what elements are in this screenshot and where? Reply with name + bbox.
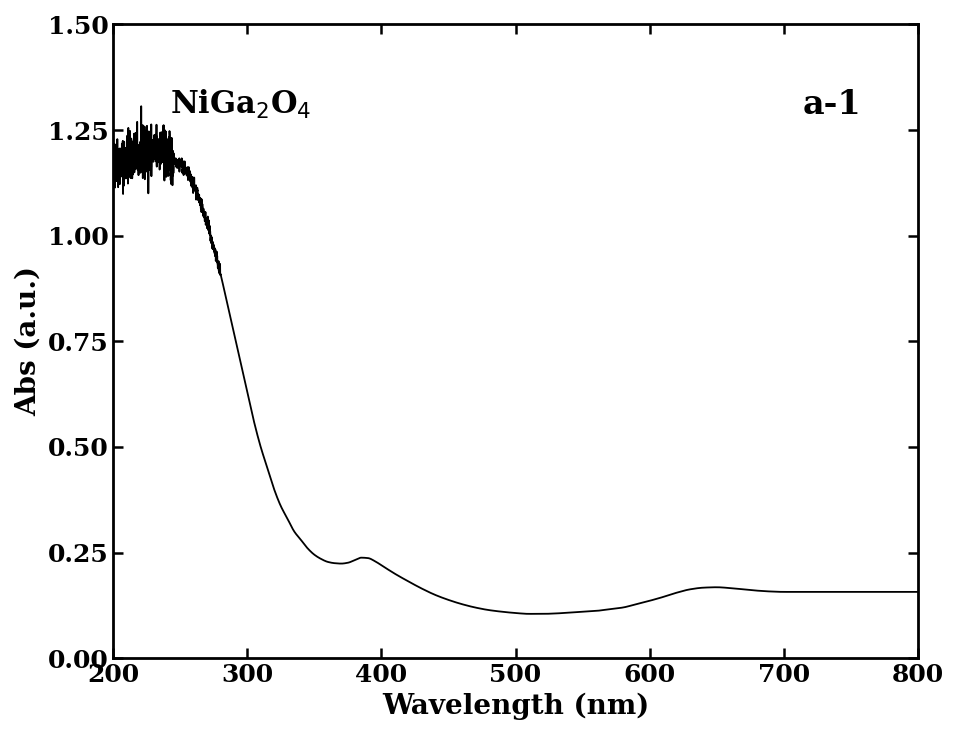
Text: a-1: a-1 [803,88,861,121]
Y-axis label: Abs (a.u.): Abs (a.u.) [15,266,42,416]
X-axis label: Wavelength (nm): Wavelength (nm) [382,692,649,720]
Text: NiGa$_2$O$_4$: NiGa$_2$O$_4$ [170,88,311,121]
